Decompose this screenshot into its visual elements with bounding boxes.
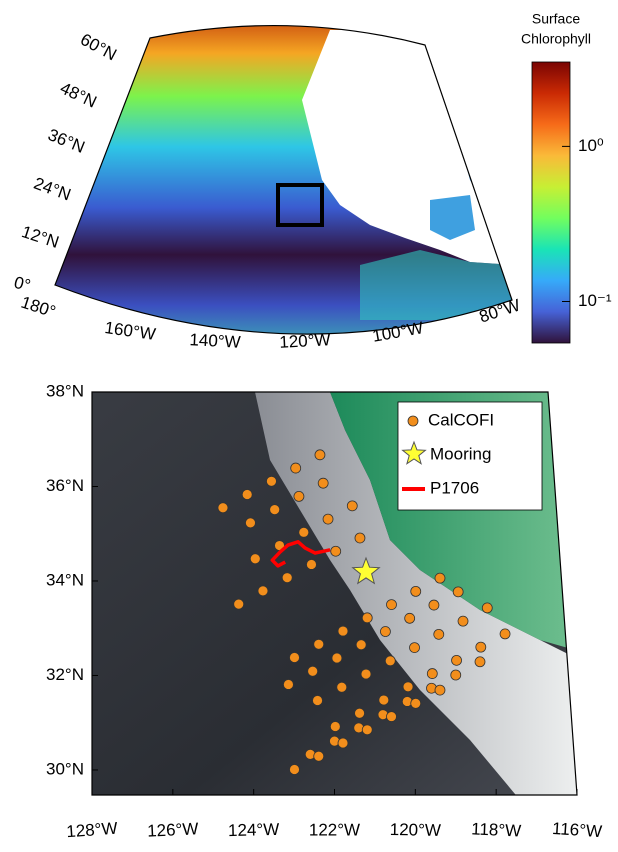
lon-label: 160°W (103, 318, 156, 344)
station (453, 587, 463, 597)
station (294, 491, 304, 501)
station (323, 514, 333, 524)
station (315, 450, 325, 460)
station (434, 629, 444, 639)
station (386, 600, 396, 610)
station (314, 639, 324, 649)
station (289, 764, 299, 774)
figure: Surface Chlorophyll 60°N 48°N 36°N 24°N 12°N… (0, 0, 618, 847)
station (379, 695, 389, 705)
colorbar-title: Surface (532, 11, 580, 27)
station (476, 642, 486, 652)
station (482, 603, 492, 613)
station (435, 573, 445, 583)
station (362, 613, 372, 623)
station (451, 670, 461, 680)
station (318, 478, 328, 488)
legend-label: Mooring (430, 444, 491, 463)
station (332, 653, 342, 663)
station (475, 657, 485, 667)
x-tick-label: 128°W (66, 819, 118, 842)
legend-label: P1706 (430, 478, 479, 497)
station (347, 501, 357, 511)
station (410, 643, 420, 653)
y-tick-label: 38°N (46, 381, 84, 400)
station (245, 518, 255, 528)
station (355, 533, 365, 543)
station (313, 696, 323, 706)
station (355, 708, 365, 718)
station (427, 669, 437, 679)
station (337, 682, 347, 692)
colorbar-title: Chlorophyll (521, 31, 591, 47)
station (314, 751, 324, 761)
station (385, 656, 395, 666)
lon-label: 180° (19, 293, 58, 322)
colorbar (532, 62, 570, 343)
x-tick-label: 122°W (309, 820, 360, 839)
y-tick-label: 32°N (46, 665, 84, 684)
station (330, 721, 340, 731)
station (289, 653, 299, 663)
station (452, 655, 462, 665)
station (338, 738, 348, 748)
station (435, 685, 445, 695)
x-tick-label: 124°W (228, 820, 280, 840)
legend-symbol (408, 416, 418, 426)
legend-label: CalCOFI (428, 410, 494, 429)
colorbar-tick-label: 10⁻¹ (578, 291, 612, 310)
station (299, 527, 309, 537)
station (403, 682, 413, 692)
station (283, 679, 293, 689)
lat-label: 24°N (31, 174, 73, 205)
station (242, 490, 252, 500)
station (250, 554, 260, 564)
station (308, 666, 318, 676)
station (331, 546, 341, 556)
station (306, 559, 316, 569)
station (266, 476, 276, 486)
station (380, 627, 390, 637)
station (411, 698, 421, 708)
lat-label: 60°N (77, 30, 119, 65)
station (338, 626, 348, 636)
station (405, 613, 415, 623)
lat-label: 48°N (57, 78, 99, 111)
station (429, 600, 439, 610)
lon-label: 120°W (279, 330, 331, 352)
lat-label: 36°N (45, 125, 87, 157)
station (234, 599, 244, 609)
station (218, 503, 228, 513)
station (258, 586, 268, 596)
lon-label: 140°W (189, 330, 241, 352)
y-tick-label: 30°N (46, 759, 84, 778)
station (500, 629, 510, 639)
lat-label: 0° (12, 273, 33, 296)
station (361, 669, 371, 679)
station (356, 640, 366, 650)
station (458, 616, 468, 626)
station (411, 586, 421, 596)
y-tick-label: 36°N (46, 476, 84, 495)
x-tick-label: 120°W (390, 820, 442, 840)
lat-label: 12°N (19, 222, 61, 252)
station (362, 725, 372, 735)
colorbar-tick-label: 10⁰ (578, 136, 604, 155)
x-tick-label: 118°W (471, 819, 522, 840)
station (291, 463, 301, 473)
station (282, 573, 292, 583)
x-tick-label: 116°W (552, 819, 603, 841)
station (270, 505, 280, 515)
y-tick-label: 34°N (46, 570, 84, 589)
x-tick-label: 126°W (147, 819, 199, 840)
station (386, 712, 396, 722)
